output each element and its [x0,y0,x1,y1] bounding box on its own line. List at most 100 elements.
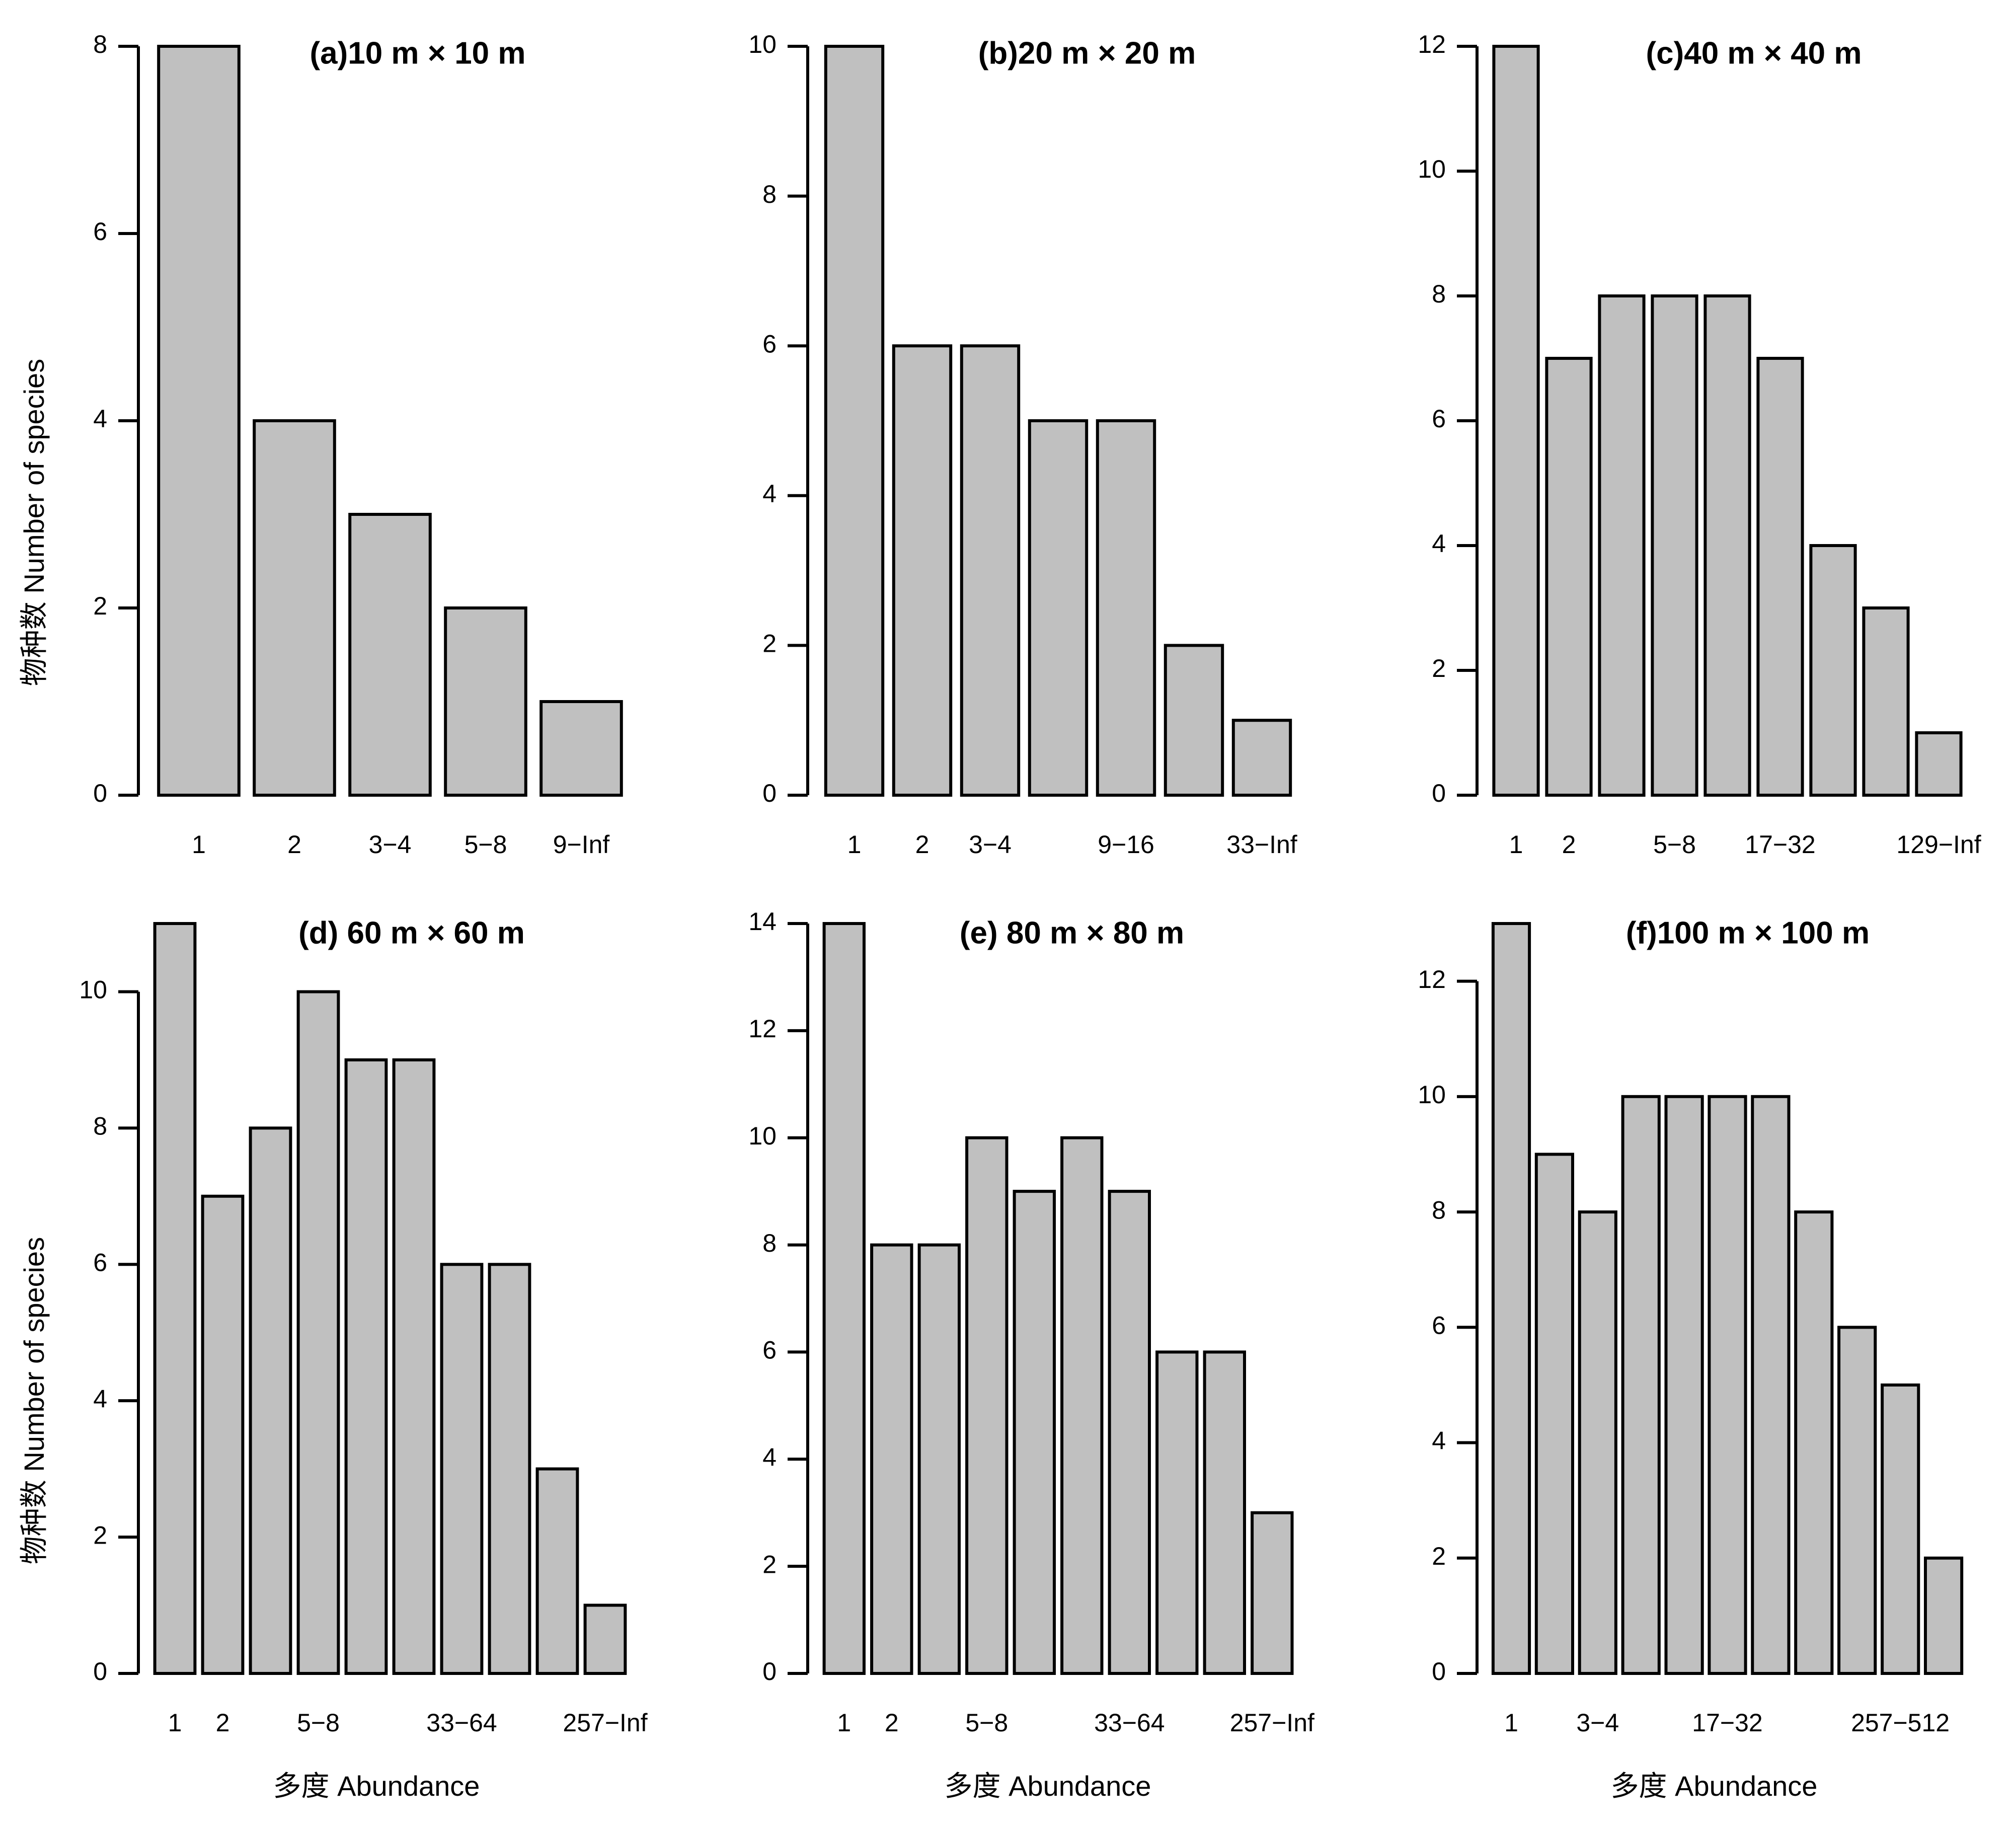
y-tick-label: 10 [79,976,107,1004]
bar-257-512 [1881,1383,1920,1675]
bar-9-16 [1096,419,1156,797]
bar-17-32 [392,1058,436,1675]
x-tick-label: 9−Inf [553,830,610,859]
bar-33-Inf [1231,719,1292,797]
panel-f: 1 3−4 17−32 257−512 0 2 4 6 8 10 12 (f)100 m × 100 … [1418,915,1964,1737]
x-tick-label: 257−Inf [1230,1709,1314,1737]
x-tick-label: 1 [1509,830,1523,859]
bar-257-Inf [583,1603,627,1675]
bar-5-8 [1621,1095,1661,1675]
bar-33-64 [440,1263,484,1675]
bar-17-32 [1060,1136,1104,1675]
bar-17-32 [1708,1095,1747,1675]
bar-3-4 [249,1126,292,1675]
y-tick-label: 0 [762,779,777,807]
panel-title: (c)40 m × 40 m [1646,36,1862,70]
bar-1 [157,45,241,797]
x-tick-label: 1 [837,1709,851,1737]
bar-17-32 [1164,644,1224,797]
y-tick-label: 4 [93,405,107,433]
bar-1 [824,45,885,797]
bar-9-16 [1664,1095,1704,1675]
bar-129-256 [1837,1326,1877,1675]
bar-5-8 [296,990,340,1675]
y-tick-label: 10 [1418,1081,1446,1109]
bar-33-64 [1751,1095,1791,1675]
y-tick-label: 10 [748,30,777,58]
y-tick-label: 12 [748,1015,777,1043]
y-tick-label: 2 [1432,1542,1446,1570]
bar-65-128 [488,1263,531,1675]
bar-17-32 [1756,357,1804,797]
y-tick-label: 4 [762,1443,777,1471]
y-tick-label: 8 [1432,1196,1446,1224]
y-tick-label: 8 [1432,280,1446,308]
bar-9-16 [1703,294,1751,797]
y-tick-label: 6 [93,217,107,246]
y-tick-label: 0 [762,1657,777,1686]
x-tick-label: 33−64 [426,1709,497,1737]
panel-title: (b)20 m × 20 m [978,36,1196,70]
y-tick-label: 2 [762,1550,777,1578]
y-tick-label: 6 [1432,1312,1446,1340]
x-tick-label: 2 [216,1709,230,1737]
bar-1 [1492,45,1540,797]
x-tick-label: 257−Inf [563,1709,647,1737]
bar-33-64 [1108,1190,1151,1675]
bar-9-16 [344,1058,388,1675]
bar-3-4 [1578,1210,1617,1675]
x-tick-label: 129−Inf [1896,830,1981,859]
x-tick-label: 33−Inf [1226,830,1297,859]
x-tick-label: 1 [847,830,862,859]
x-axis-label-col-2: 多度 Abundance [945,1770,1151,1802]
y-tick-label: 0 [1432,779,1446,807]
x-tick-label: 33−64 [1094,1709,1165,1737]
y-tick-label: 8 [93,1112,107,1140]
y-tick-label: 4 [93,1385,107,1413]
y-tick-label: 2 [93,592,107,620]
y-tick-label: 10 [748,1122,777,1150]
x-tick-label: 2 [287,830,301,859]
panel-title: (d) 60 m × 60 m [298,915,525,950]
y-tick-label: 14 [748,907,777,936]
y-tick-label: 0 [1432,1657,1446,1686]
y-axis-label: 物种数 Number of species [18,1237,50,1564]
y-tick-label: 4 [762,480,777,508]
bar-65-128 [1862,606,1910,797]
bar-1 [153,922,197,1675]
y-tick-label: 4 [1432,1427,1446,1455]
bar-9-16 [1013,1190,1056,1675]
panel-title: (e) 80 m × 80 m [960,915,1184,950]
bar-65-128 [1794,1210,1834,1675]
bar-257-Inf [1251,1511,1294,1675]
panel-b: 1 2 3−4 9−16 33−Inf 0 2 4 6 8 10 (b)20 m × 20 m [748,30,1297,859]
panel-title: (a)10 m × 10 m [309,36,525,70]
bar-5-8 [1651,294,1698,797]
bar-1 [1491,922,1531,1675]
y-tick-label: 6 [1432,405,1446,433]
y-tick-label: 6 [762,330,777,358]
x-axis-label-col-1: 多度 Abundance [273,1770,480,1802]
x-tick-label: 2 [915,830,929,859]
bar-2 [1534,1153,1575,1675]
x-tick-label: 5−8 [1653,830,1696,859]
panel-d: 1 2 5−8 33−64 257−Inf 0 2 4 6 8 10 (d) 60 m × 60 m [79,915,647,1737]
y-tick-label: 8 [762,1229,777,1257]
y-tick-label: 2 [93,1521,107,1549]
bar-513-Inf [1924,1556,1964,1675]
x-tick-label: 5−8 [464,830,507,859]
y-tick-label: 4 [1432,529,1446,558]
bar-9-Inf [539,700,623,797]
y-tick-label: 12 [1418,965,1446,993]
bar-129-256 [535,1467,579,1675]
bar-2 [870,1243,913,1675]
y-tick-label: 8 [762,180,777,208]
x-tick-label: 3−4 [1576,1709,1619,1737]
x-tick-label: 5−8 [965,1709,1008,1737]
bar-3-4 [960,344,1021,797]
bar-5-8 [444,606,527,797]
bar-3-4 [917,1243,961,1675]
